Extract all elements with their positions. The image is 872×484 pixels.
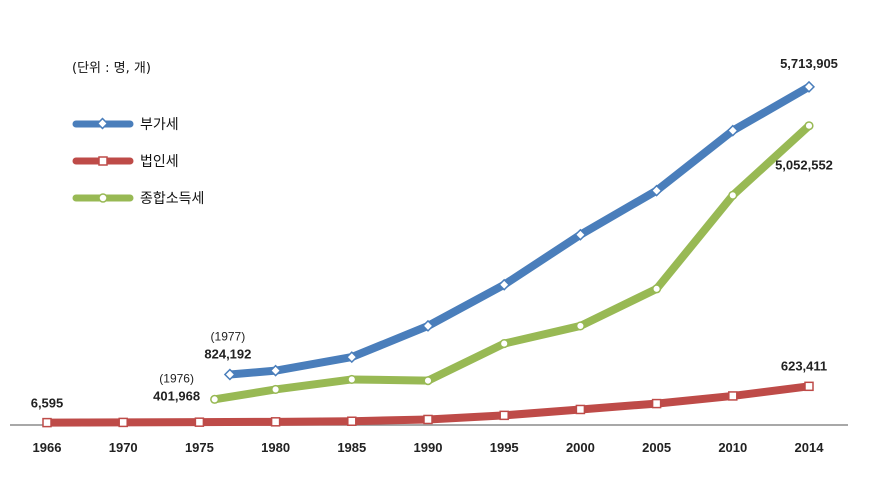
point-corp-1985 — [347, 416, 357, 426]
x-tick-label-1970: 1970 — [109, 440, 138, 455]
legend-item-vat: 부가세 — [72, 117, 179, 133]
point-corp-1995 — [499, 410, 509, 421]
data-label-val-1966: 6,595 — [31, 396, 64, 411]
point-vat-1995 — [498, 278, 511, 291]
point-vat-1977 — [223, 368, 236, 381]
x-tick-label-1995: 1995 — [490, 440, 519, 455]
x-tick-label-1975: 1975 — [185, 440, 214, 455]
legend-label-vat: 부가세 — [140, 117, 179, 133]
x-tick-label-1985: 1985 — [337, 440, 366, 455]
legend-item-corp: 법인세 — [72, 154, 179, 170]
legend: 부가세 법인세 종합소득세 — [72, 117, 204, 207]
point-corp-2005 — [651, 398, 662, 409]
x-tick-label-2010: 2010 — [718, 440, 747, 455]
point-corp-2014 — [804, 381, 814, 392]
legend-marker-corp — [98, 156, 108, 166]
point-vat-1990 — [421, 319, 435, 332]
point-income-2000 — [575, 321, 585, 331]
point-corp-2000 — [575, 404, 586, 415]
data-label-val-2014-vat: 5,713,905 — [780, 56, 838, 71]
series-vat — [223, 80, 816, 381]
point-income-1995 — [499, 339, 509, 349]
unit-note: (단위 : 명, 개) — [72, 61, 151, 76]
point-income-1976 — [210, 394, 220, 404]
point-corp-1975 — [194, 417, 205, 427]
point-income-2010 — [728, 190, 738, 200]
series-line-income — [210, 121, 813, 404]
point-income-1980 — [271, 384, 281, 395]
point-vat-2014 — [802, 80, 816, 93]
data-label-val-2014-inc: 5,052,552 — [775, 158, 833, 173]
x-tick-label-1990: 1990 — [414, 440, 443, 455]
point-income-2005 — [652, 284, 662, 294]
data-labels: (1977) 824,192 (1976) 401,968 6,595 5,713,905… — [31, 56, 838, 411]
legend-label-corp: 법인세 — [140, 154, 179, 170]
legend-marker-income — [98, 193, 108, 203]
data-label-val-2014-corp: 623,411 — [781, 358, 827, 373]
legend-label-income: 종합소득세 — [140, 191, 204, 207]
point-vat-2000 — [574, 228, 587, 241]
point-vat-2010 — [726, 124, 739, 137]
point-income-1990 — [423, 376, 433, 386]
point-corp-2010 — [728, 391, 738, 401]
series-line-vat — [225, 82, 813, 379]
legend-marker-vat — [96, 117, 109, 130]
legend-item-income: 종합소득세 — [72, 191, 204, 207]
x-tick-label-1980: 1980 — [261, 440, 290, 455]
series-corp — [42, 381, 814, 428]
x-tick-label-2014: 2014 — [795, 440, 825, 455]
data-label-val-1976: 401,968 — [153, 388, 200, 403]
x-tick-label-2000: 2000 — [566, 440, 595, 455]
data-label-note-1976: (1976) — [159, 371, 194, 385]
point-corp-1966 — [42, 417, 52, 428]
data-label-val-1977: 824,192 — [204, 347, 251, 362]
point-corp-1980 — [270, 417, 281, 427]
x-tick-label-2005: 2005 — [642, 440, 671, 455]
point-vat-1985 — [345, 351, 358, 364]
data-label-note-1977: (1977) — [211, 330, 246, 344]
x-axis-ticks: 1966 1970 1975 1980 1985 1990 1995 2000 2005 2010… — [33, 440, 825, 455]
series-layer — [42, 80, 816, 428]
point-corp-1970 — [118, 417, 128, 428]
point-vat-2005 — [650, 184, 663, 197]
point-income-2014 — [804, 121, 814, 131]
point-vat-1980 — [269, 364, 282, 377]
point-corp-1990 — [423, 414, 433, 425]
x-tick-label-1966: 1966 — [33, 440, 62, 455]
point-income-1985 — [347, 374, 357, 385]
series-income — [210, 121, 814, 404]
